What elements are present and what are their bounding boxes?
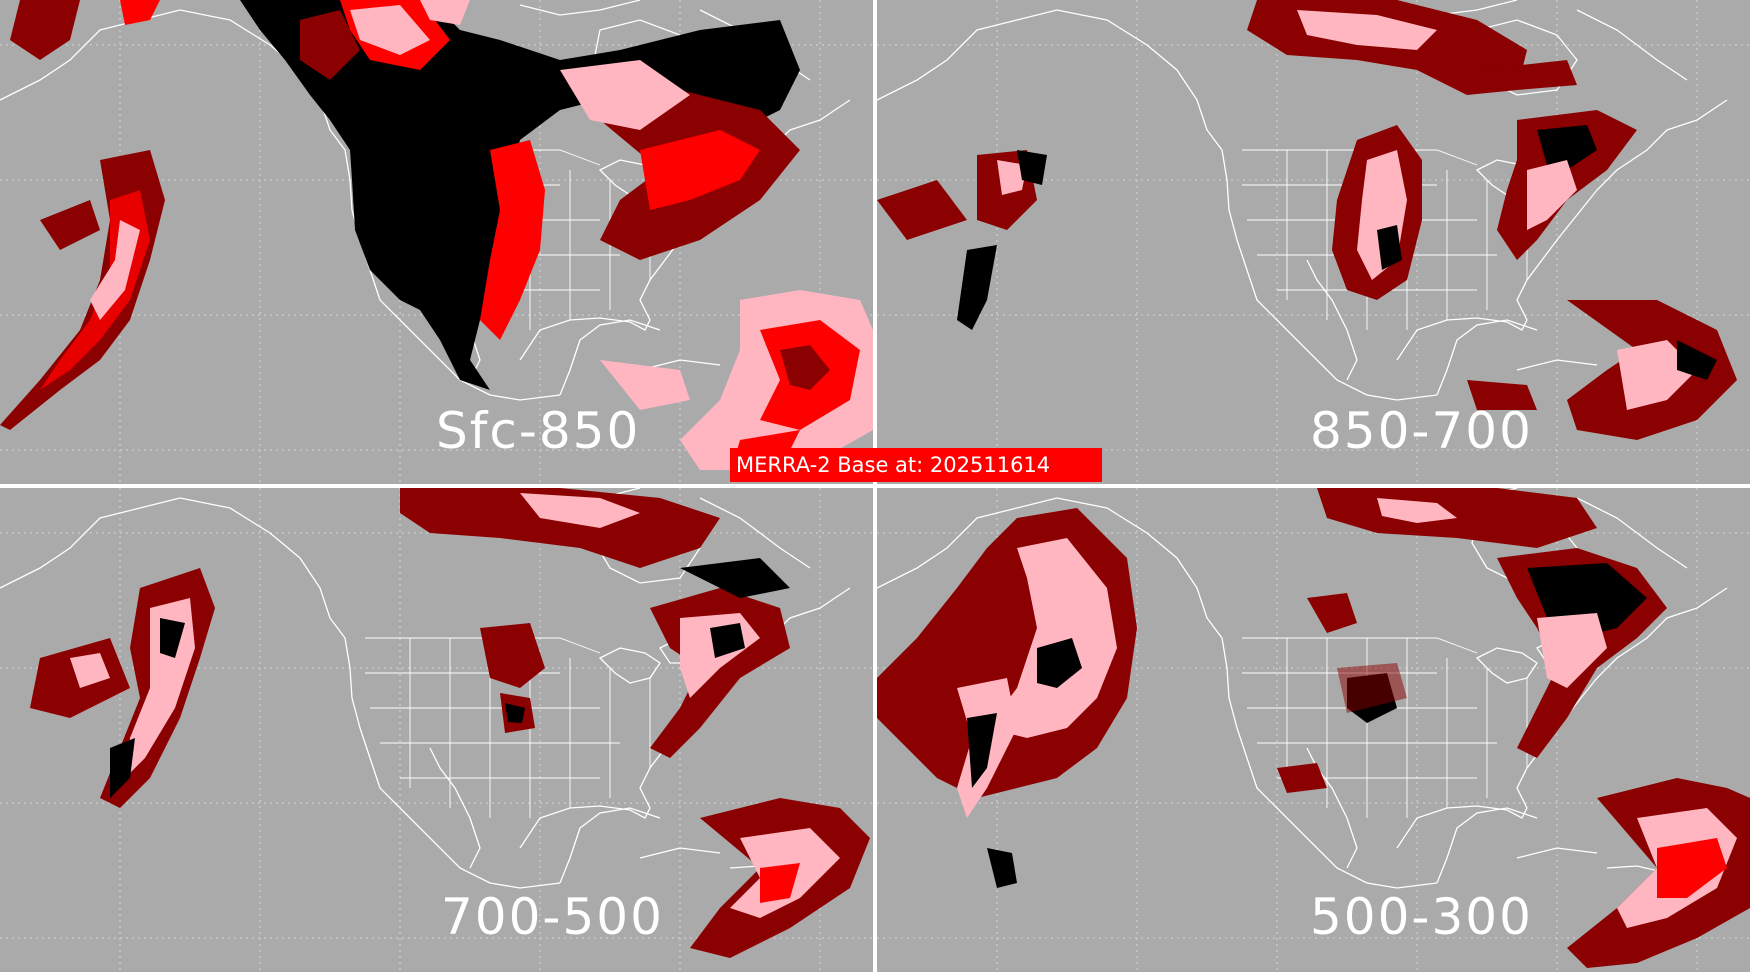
panel-label: 850-700 [1310,402,1533,460]
map-sfc-850 [0,0,873,484]
panel-label: 700-500 [441,888,664,946]
panel-500-300: 500-300 [877,488,1750,972]
map-500-300 [877,488,1750,972]
panel-label: Sfc-850 [436,402,641,460]
map-700-500 [0,488,873,972]
panel-700-500: 700-500 [0,488,873,972]
panel-sfc-850: Sfc-850 [0,0,873,484]
panel-850-700: 850-700 [877,0,1750,484]
panel-label: 500-300 [1310,888,1533,946]
base-date-banner: MERRA-2 Base at: 202511614 [730,448,1102,482]
map-850-700 [877,0,1750,484]
